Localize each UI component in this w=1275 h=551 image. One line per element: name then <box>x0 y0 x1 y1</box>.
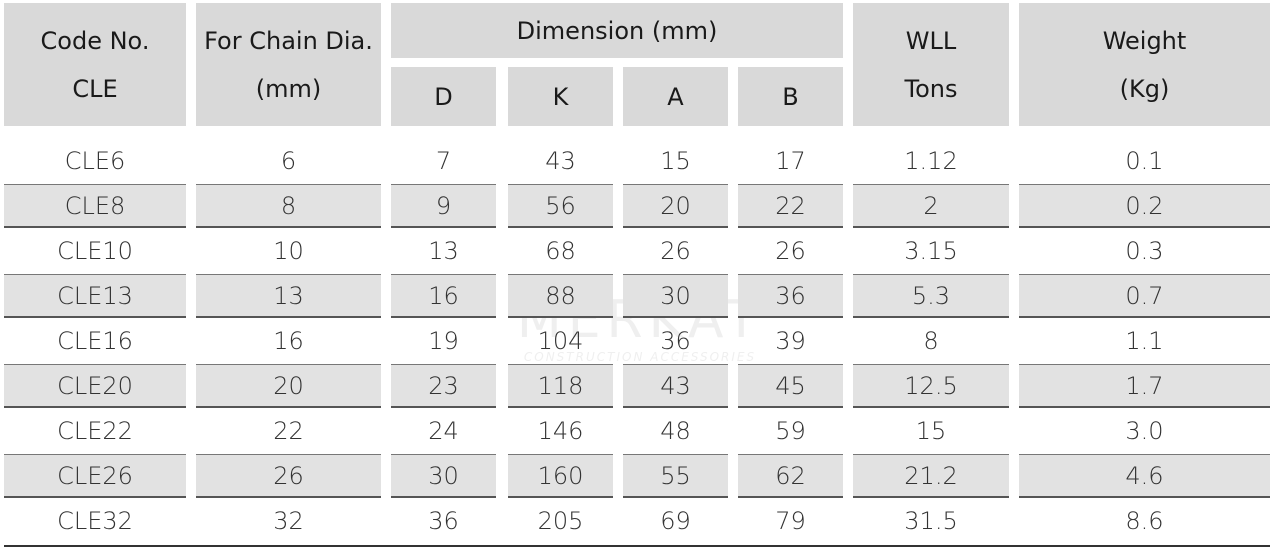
bottom-rule <box>4 545 1270 547</box>
table-cell: 24 <box>428 417 459 445</box>
table-cell: 48 <box>660 417 691 445</box>
code-header-line: Code No. <box>40 26 150 55</box>
chain-header: For Chain Dia. (mm) <box>196 3 381 126</box>
table-cell: 104 <box>537 327 584 355</box>
table-cell: 20 <box>623 184 728 228</box>
table-cell: 16 <box>273 327 304 355</box>
table-cell: 22 <box>273 417 304 445</box>
table-cell: 7 <box>435 147 452 175</box>
table-cell: 160 <box>508 454 613 498</box>
table-cell: 26 <box>660 237 691 265</box>
table-cell: 26 <box>196 454 381 498</box>
table-cell: 59 <box>775 417 806 445</box>
table-cell: 118 <box>508 364 613 408</box>
table-cell: 13 <box>196 274 381 318</box>
table-cell: 62 <box>738 454 843 498</box>
table-cell: 8.6 <box>1125 507 1164 535</box>
wll-header-line: Tons <box>904 74 958 103</box>
table-cell: 30 <box>391 454 496 498</box>
table-cell: 1.1 <box>1125 327 1164 355</box>
wll-header-line: WLL <box>905 26 957 55</box>
table-cell: CLE32 <box>57 507 133 535</box>
table-cell: CLE13 <box>4 274 186 318</box>
table-cell: CLE6 <box>64 147 126 175</box>
dimension-header: Dimension (mm) <box>391 3 843 58</box>
table-cell: 8 <box>196 184 381 228</box>
table-cell: 68 <box>545 237 576 265</box>
table-cell: 39 <box>775 327 806 355</box>
code-header: Code No. CLE <box>4 3 186 126</box>
table-cell: CLE20 <box>4 364 186 408</box>
table-cell: 17 <box>775 147 806 175</box>
table-cell: 21.2 <box>853 454 1009 498</box>
table-cell: CLE8 <box>4 184 186 228</box>
table-cell: 1.12 <box>904 147 958 175</box>
table-cell: 79 <box>775 507 806 535</box>
table-cell: 0.1 <box>1125 147 1164 175</box>
table-cell: 43 <box>545 147 576 175</box>
table-cell: 23 <box>391 364 496 408</box>
table-cell: 30 <box>623 274 728 318</box>
dimension-subheader: K <box>508 67 613 126</box>
weight-header-line: (Kg) <box>1119 74 1170 103</box>
table-cell: 8 <box>923 327 939 355</box>
weight-header: Weight (Kg) <box>1019 3 1270 126</box>
table-cell: CLE16 <box>57 327 133 355</box>
table-cell: 26 <box>775 237 806 265</box>
chain-header-line: For Chain Dia. <box>204 26 373 55</box>
table-cell: 36 <box>428 507 459 535</box>
table-cell: CLE22 <box>57 417 133 445</box>
dimension-subheader: A <box>623 67 728 126</box>
table-cell: 45 <box>738 364 843 408</box>
table-cell: 69 <box>660 507 691 535</box>
dimension-sub-label: B <box>782 82 799 111</box>
table-cell: 31.5 <box>904 507 958 535</box>
table-cell: 0.3 <box>1125 237 1164 265</box>
table-cell: 4.6 <box>1019 454 1270 498</box>
table-cell: 1.7 <box>1019 364 1270 408</box>
table-cell: 3.15 <box>904 237 958 265</box>
code-header-line: CLE <box>72 74 118 103</box>
table-cell: 10 <box>273 237 304 265</box>
table-cell: 88 <box>508 274 613 318</box>
table-cell: 22 <box>738 184 843 228</box>
table-cell: 19 <box>428 327 459 355</box>
table-cell: 13 <box>428 237 459 265</box>
table-cell: 15 <box>915 417 947 445</box>
table-cell: 20 <box>196 364 381 408</box>
table-cell: 6 <box>280 147 297 175</box>
table-cell: CLE26 <box>4 454 186 498</box>
dimension-sub-label: A <box>667 82 684 111</box>
table-cell: 146 <box>537 417 584 445</box>
chain-header-line: (mm) <box>255 74 322 103</box>
dimension-sub-label: K <box>552 82 569 111</box>
table-cell: CLE10 <box>57 237 133 265</box>
table-cell: 43 <box>623 364 728 408</box>
table-cell: 205 <box>537 507 584 535</box>
table-cell: 0.2 <box>1019 184 1270 228</box>
table-cell: 5.3 <box>853 274 1009 318</box>
table-cell: 16 <box>391 274 496 318</box>
table-cell: 9 <box>391 184 496 228</box>
dimension-subheader: B <box>738 67 843 126</box>
table-cell: 55 <box>623 454 728 498</box>
table-cell: 36 <box>738 274 843 318</box>
weight-header-line: Weight <box>1102 26 1187 55</box>
table-cell: 15 <box>660 147 691 175</box>
table-cell: 2 <box>853 184 1009 228</box>
dimension-label: Dimension (mm) <box>516 16 718 45</box>
table-cell: 3.0 <box>1125 417 1164 445</box>
table-cell: 12.5 <box>853 364 1009 408</box>
wll-header: WLL Tons <box>853 3 1009 126</box>
table-cell: 36 <box>660 327 691 355</box>
table-cell: 0.7 <box>1019 274 1270 318</box>
dimension-sub-label: D <box>434 82 453 111</box>
table-cell: 56 <box>508 184 613 228</box>
table-cell: 32 <box>273 507 304 535</box>
dimension-subheader: D <box>391 67 496 126</box>
